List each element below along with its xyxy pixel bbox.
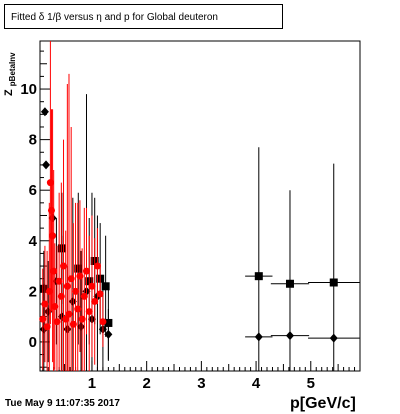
x-tick-label: 5 bbox=[307, 375, 315, 392]
data-point-square bbox=[285, 279, 294, 288]
x-tick-label: 4 bbox=[252, 375, 261, 392]
data-point-circle bbox=[49, 232, 57, 240]
data-marks bbox=[39, 41, 360, 371]
data-point-circle bbox=[50, 267, 58, 275]
data-point-diamond bbox=[104, 329, 113, 339]
x-axis-label: p[GeV/c] bbox=[290, 395, 356, 412]
x-tick-label: 3 bbox=[197, 375, 205, 392]
chart-title: Fitted δ 1/β versus η and p for Global d… bbox=[11, 12, 218, 23]
series-square bbox=[39, 147, 360, 371]
data-point-diamond bbox=[329, 333, 338, 343]
chart-title-box: Fitted δ 1/β versus η and p for Global d… bbox=[4, 4, 283, 29]
y-tick-label: 6 bbox=[29, 182, 37, 199]
data-point-circle bbox=[88, 282, 96, 290]
y-axis-label-main: Z bbox=[3, 89, 15, 96]
y-tick-label: 8 bbox=[29, 132, 37, 149]
data-point-diamond bbox=[77, 322, 86, 332]
y-axis-label-sub: pBetaInv bbox=[8, 52, 17, 87]
series-circle bbox=[39, 41, 107, 371]
y-tick-label: 10 bbox=[20, 81, 37, 98]
data-point-diamond bbox=[42, 160, 51, 170]
data-point-square bbox=[254, 272, 263, 281]
data-point-circle bbox=[91, 297, 99, 305]
data-point-circle bbox=[93, 262, 101, 270]
y-tick-label: 4 bbox=[29, 233, 38, 250]
data-point-square bbox=[101, 282, 110, 291]
data-point-circle bbox=[63, 282, 71, 290]
data-point-circle bbox=[82, 267, 90, 275]
data-point-circle bbox=[99, 318, 107, 326]
data-point-diamond bbox=[254, 332, 263, 342]
series-diamond bbox=[39, 94, 360, 371]
data-point-circle bbox=[85, 308, 93, 316]
y-tick-label: 2 bbox=[29, 283, 37, 300]
data-point-diamond bbox=[285, 331, 294, 341]
timestamp: Tue May 9 11:07:35 2017 bbox=[5, 398, 120, 409]
data-point-square bbox=[329, 278, 338, 287]
x-tick-label: 1 bbox=[88, 375, 96, 392]
y-axis-label: Z pBetaInv bbox=[3, 52, 17, 96]
x-tick-label: 2 bbox=[142, 375, 150, 392]
y-tick-label: 0 bbox=[29, 334, 37, 351]
data-point-circle bbox=[96, 290, 104, 298]
plot-frame bbox=[39, 40, 361, 372]
data-point-square bbox=[74, 264, 83, 273]
data-point-diamond bbox=[40, 107, 49, 117]
